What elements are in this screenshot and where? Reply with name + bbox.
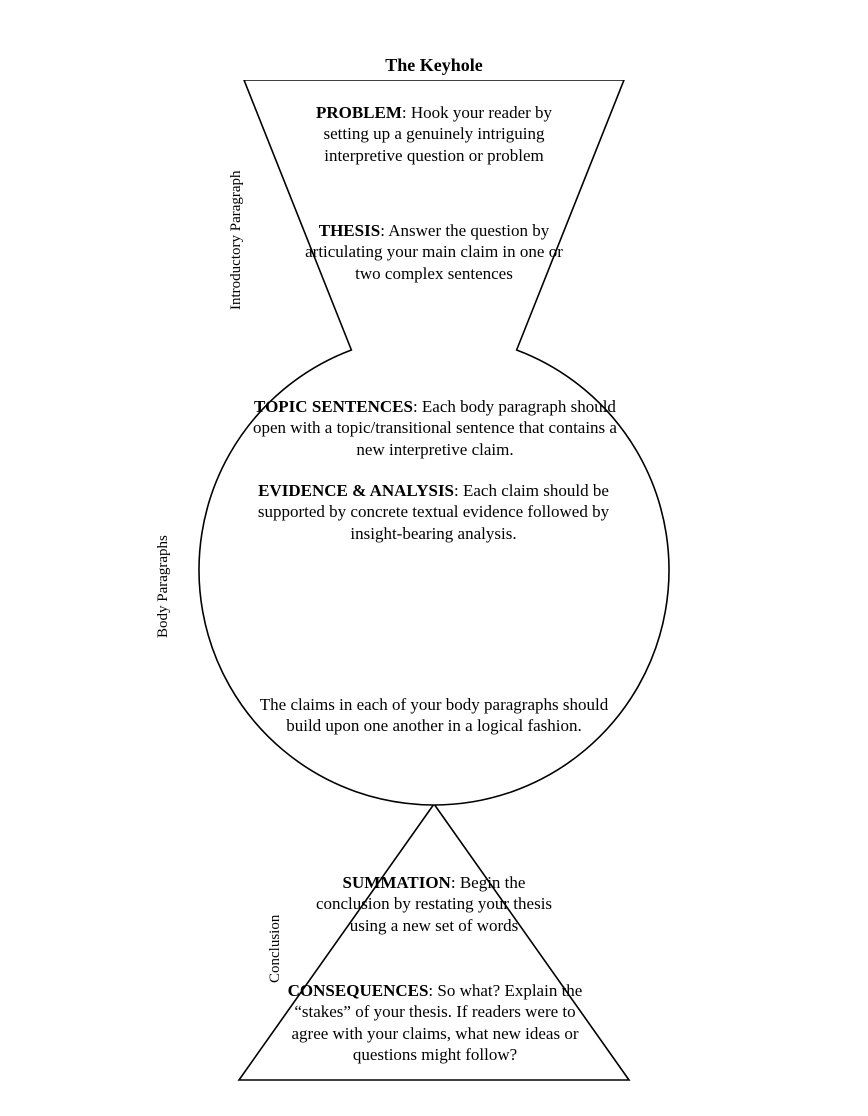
diagram-title: The Keyhole	[0, 55, 868, 76]
thesis-block: THESIS: Answer the question by articulat…	[300, 220, 568, 284]
problem-head: PROBLEM	[316, 103, 402, 122]
topic-head: TOPIC SENTENCES	[254, 397, 413, 416]
summation-head: SUMMATION	[343, 873, 451, 892]
topic-block: TOPIC SENTENCES: Each body paragraph sho…	[249, 396, 621, 460]
buildup-text: The claims in each of your body paragrap…	[260, 695, 608, 735]
label-body: Body Paragraphs	[155, 535, 172, 638]
evidence-head: EVIDENCE & ANALYSIS	[258, 481, 454, 500]
problem-block: PROBLEM: Hook your reader by setting up …	[294, 102, 574, 166]
evidence-block: EVIDENCE & ANALYSIS: Each claim should b…	[236, 480, 631, 544]
buildup-block: The claims in each of your body paragrap…	[243, 694, 625, 737]
consequences-head: CONSEQUENCES	[288, 981, 429, 1000]
label-intro: Introductory Paragraph	[228, 170, 245, 310]
page: The Keyhole Introductory Paragraph Body …	[0, 0, 868, 1116]
consequences-block: CONSEQUENCES: So what? Explain the “stak…	[275, 980, 595, 1065]
thesis-head: THESIS	[319, 221, 380, 240]
summation-block: SUMMATION: Begin the conclusion by resta…	[306, 872, 562, 936]
label-conclusion: Conclusion	[267, 915, 284, 983]
